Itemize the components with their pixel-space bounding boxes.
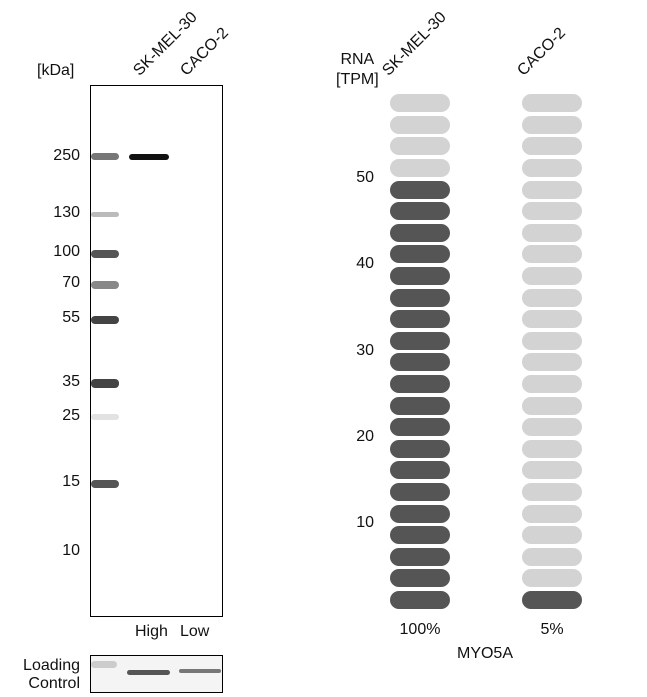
rna-segment-caco-2 [522,223,582,242]
rna-segment-caco-2 [522,288,582,307]
marker-10: 10 [62,542,80,559]
rna-segment-sk-mel-30 [390,137,450,156]
loading-ladder-band [91,661,117,668]
rna-segment-sk-mel-30 [390,483,450,501]
rna-segment-sk-mel-30 [390,375,450,393]
loading-control-line1: Loading [23,657,80,674]
ladder-band-130 [91,212,119,217]
rna-segment-sk-mel-30 [390,288,450,307]
rna-segment-caco-2 [522,375,582,393]
rna-segment-sk-mel-30 [390,439,450,458]
marker-55: 55 [62,309,80,326]
rna-segment-caco-2 [522,591,582,609]
rna-segment-sk-mel-30 [390,94,450,113]
marker-25: 25 [62,407,80,424]
rna-segment-sk-mel-30 [390,331,450,350]
rna-segment-caco-2 [522,396,582,415]
kda-label: [kDa] [37,62,75,79]
rna-segment-caco-2 [522,137,582,156]
rna-segment-caco-2 [522,245,582,264]
rna-segment-caco-2 [522,180,582,199]
rna-segment-sk-mel-30 [390,353,450,372]
blot-panel [90,85,223,617]
rna-segment-caco-2 [522,202,582,221]
loading-control-line2: Control [28,675,80,692]
rna-segment-caco-2 [522,115,582,134]
rna-segment-sk-mel-30 [390,267,450,285]
rna-segment-sk-mel-30 [390,202,450,221]
loading-control-label: Loading Control [16,657,80,693]
rna-tick-20: 20 [356,428,374,445]
rna-segment-sk-mel-30 [390,504,450,523]
rna-segment-caco-2 [522,331,582,350]
marker-100: 100 [53,243,80,260]
loading-band-low [179,669,221,673]
rna-tick-50: 50 [356,168,374,186]
rna-segment-caco-2 [522,461,582,480]
rna-segment-sk-mel-30 [390,310,450,329]
rna-segment-sk-mel-30 [390,591,450,609]
rna-tick-10: 10 [356,514,374,532]
rna-segment-sk-mel-30 [390,180,450,199]
rna-segment-caco-2 [522,310,582,329]
rna-segment-caco-2 [522,483,582,501]
rna-segment-caco-2 [522,439,582,458]
gene-name: MYO5A [456,645,513,662]
rna-segment-sk-mel-30 [390,396,450,415]
rna-segment-caco-2 [522,353,582,372]
percent-caco-2: 5% [540,621,564,638]
rna-segment-caco-2 [522,418,582,437]
ladder-band-55 [91,316,119,324]
marker-130: 130 [53,204,80,221]
rna-segment-caco-2 [522,526,582,545]
marker-15: 15 [62,473,80,490]
rna-segment-sk-mel-30 [390,418,450,437]
ladder-band-25 [91,414,119,420]
marker-250: 250 [53,147,80,164]
rna-segment-sk-mel-30 [390,526,450,545]
rna-segment-sk-mel-30 [390,461,450,480]
expression-low: Low [180,623,210,640]
percent-sk-mel-30: 100% [399,621,441,638]
expression-high: High [135,623,168,640]
rna-segment-sk-mel-30 [390,159,450,177]
ladder-band-250 [91,153,119,160]
rna-segment-caco-2 [522,267,582,285]
ladder-band-15 [91,480,119,488]
rna-segment-caco-2 [522,547,582,566]
rna-tick-30: 30 [356,341,374,359]
sample-band-sk-mel-30 [129,154,169,160]
rna-label-line1: RNA [340,51,375,68]
rna-segment-sk-mel-30 [390,223,450,242]
rna-axis-label: RNA [TPM] [336,50,379,90]
ladder-band-70 [91,281,119,289]
rna-category-sk-mel-30: SK-MEL-30 [379,8,450,80]
rna-segment-caco-2 [522,159,582,177]
marker-35: 35 [62,373,80,390]
rna-segment-sk-mel-30 [390,245,450,264]
rna-segment-caco-2 [522,569,582,588]
rna-tick-40: 40 [356,255,374,273]
loading-band-high [127,670,170,675]
rna-segment-caco-2 [522,504,582,523]
rna-segment-sk-mel-30 [390,569,450,588]
rna-category-caco-2: CACO-2 [514,24,570,80]
rna-segment-sk-mel-30 [390,547,450,566]
rna-segment-sk-mel-30 [390,115,450,134]
rna-segment-caco-2 [522,94,582,113]
marker-70: 70 [62,274,80,291]
ladder-band-35 [91,379,119,388]
loading-control-blot [90,655,223,693]
rna-label-line2: [TPM] [336,71,379,88]
ladder-band-100 [91,250,119,258]
